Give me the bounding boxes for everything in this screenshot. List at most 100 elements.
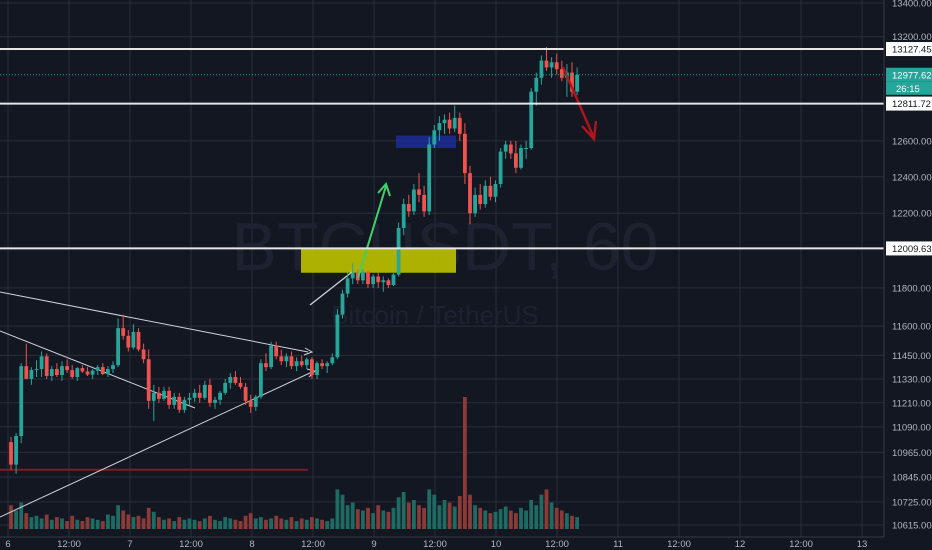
candle-body	[524, 148, 528, 150]
volume-bar	[559, 510, 564, 529]
candle-body	[442, 119, 447, 124]
volume-bar	[259, 517, 263, 529]
volume-bar	[412, 499, 416, 529]
volume-bar	[437, 505, 442, 529]
candle-body	[488, 185, 493, 197]
volume-bar	[121, 510, 126, 529]
volume-bar	[264, 519, 268, 529]
candle-body	[9, 442, 13, 465]
horizontal-levels[interactable]	[0, 48, 884, 250]
candle-body	[427, 144, 432, 212]
time-tick-label: 12:00	[179, 539, 203, 550]
candle-body	[503, 144, 508, 152]
candle-body	[412, 189, 416, 212]
volume-bar	[335, 489, 340, 529]
candle-body	[549, 62, 554, 68]
volume-bar	[9, 505, 13, 529]
candle-body	[498, 151, 503, 185]
volume-bar	[345, 505, 350, 529]
arrowhead-upper	[303, 347, 314, 356]
price-tick-label: 11090.00	[892, 422, 931, 433]
level-price-label: 12811.72	[892, 99, 931, 110]
volume-bar	[432, 494, 437, 529]
candle-body	[310, 359, 314, 376]
candle-body	[432, 130, 437, 145]
volume-bar	[172, 521, 177, 529]
time-tick-label: 10	[491, 539, 502, 550]
candle-body	[406, 204, 411, 212]
candle-body	[468, 173, 472, 214]
level-price-badge	[886, 42, 932, 57]
price-tick-label: 10615.00	[892, 521, 932, 532]
candle-body	[320, 363, 324, 367]
volume-bar	[386, 511, 391, 529]
candle-body	[19, 366, 24, 437]
price-tick-label: 11450.00	[892, 351, 931, 362]
candle-body	[187, 397, 192, 400]
volume-bar	[391, 507, 396, 529]
level-price-badge	[886, 96, 932, 111]
drawings-front[interactable]	[357, 66, 598, 279]
volume-bar	[279, 518, 284, 529]
candle-body	[228, 376, 233, 383]
candle-body	[131, 331, 136, 348]
volume-bar	[366, 507, 370, 529]
candle-body	[167, 390, 171, 405]
time-tick-label: 7	[127, 539, 132, 550]
red-arrow-shaft	[561, 66, 596, 139]
candle-body	[60, 366, 64, 376]
volume-bar	[468, 494, 472, 529]
candle-body	[391, 274, 396, 286]
volume-bar	[488, 513, 493, 529]
time-tick-label: 6	[5, 539, 10, 550]
candle-body	[106, 369, 110, 375]
volume-bar	[575, 517, 579, 529]
price-tick-label: 10965.00	[892, 448, 932, 459]
price-labels: 13127.45 12811.72 12009.63 12977.62 26:15	[886, 42, 932, 256]
candle-body	[437, 123, 442, 131]
candle-body	[75, 368, 80, 377]
volume-bar	[202, 518, 207, 529]
price-tick-label: 12400.00	[892, 172, 932, 183]
volume-bar	[473, 505, 477, 529]
volume-bar	[131, 517, 136, 529]
candle-body	[473, 194, 477, 214]
candle-body	[90, 370, 95, 375]
candle-body	[534, 77, 539, 92]
candle-body	[335, 314, 340, 358]
time-tick-label: 12:00	[423, 539, 447, 550]
volume-bar	[483, 510, 488, 529]
volume-bar	[340, 494, 345, 529]
countdown-badge	[886, 81, 932, 95]
candle-body	[238, 382, 243, 387]
candle-body	[519, 148, 523, 168]
green-arrow-shaft	[357, 185, 387, 279]
volume-bar	[146, 507, 151, 529]
volume-bar	[315, 518, 319, 529]
volume-bar	[539, 494, 544, 529]
candle-body	[248, 400, 253, 407]
volume-bar	[243, 515, 248, 529]
candle-body	[218, 392, 222, 400]
candle-body	[325, 363, 330, 367]
candle-body	[44, 356, 49, 376]
candle-body	[274, 345, 279, 357]
volume-bar	[55, 517, 59, 529]
time-tick-label: 12:00	[545, 539, 569, 550]
time-axis[interactable]: 6 12:00 7 12:00 8 12:00 9 12:00 10 12:00 11 12:00 12…	[0, 536, 932, 550]
candle-body	[269, 345, 273, 368]
candle-body	[315, 363, 319, 376]
volume-bar	[417, 505, 421, 529]
candle-body	[279, 356, 284, 362]
candle-body	[371, 276, 375, 285]
current-price-badge	[886, 67, 932, 82]
level-price-badge	[886, 241, 932, 256]
volume-bar	[208, 515, 212, 529]
candle-body	[330, 357, 335, 364]
volume-bar	[197, 521, 202, 529]
volume-bar	[401, 492, 406, 529]
candle-body	[85, 371, 90, 375]
volume-bar	[162, 519, 166, 529]
